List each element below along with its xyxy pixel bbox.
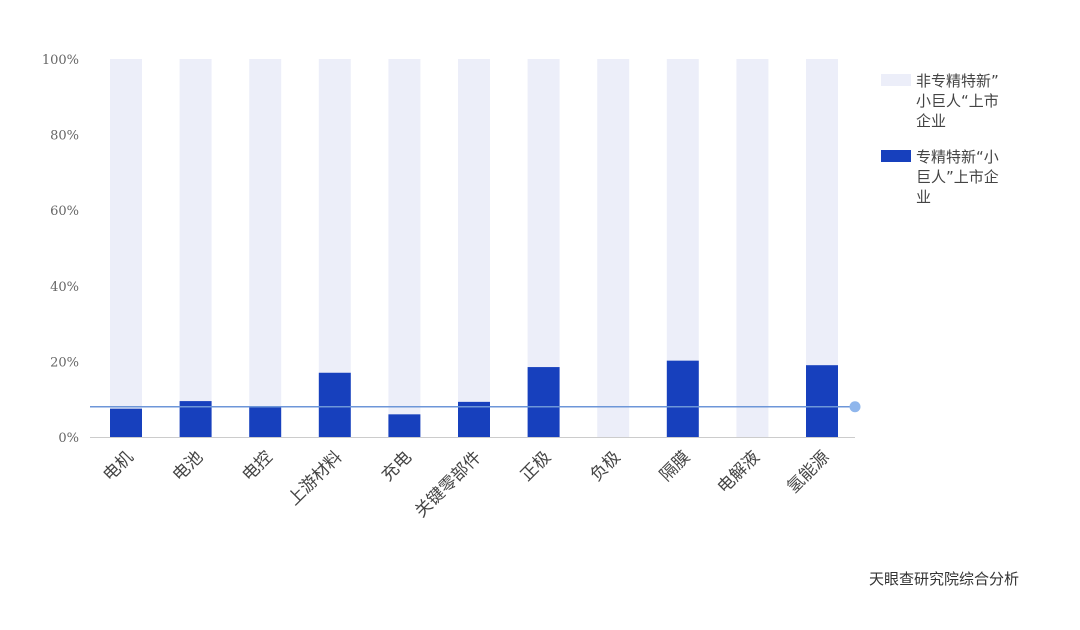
bar-background-3 — [318, 59, 351, 373]
bar-small-giant-6 — [527, 367, 560, 437]
reference-line — [90, 401, 861, 413]
x-category-label: 电解液 — [714, 447, 764, 497]
y-tick-label: 20% — [50, 355, 79, 370]
x-category-label: 电池 — [169, 447, 207, 485]
legend-swatch-1 — [881, 150, 911, 162]
legend-swatch-0 — [881, 74, 911, 86]
bar-small-giant-0 — [110, 408, 142, 437]
bar-background-10 — [806, 59, 838, 366]
bar-background-5 — [458, 59, 490, 402]
source-note: 天眼查研究院综合分析 — [869, 570, 1019, 588]
y-tick-label: 80% — [50, 129, 79, 144]
y-tick-label: 100% — [42, 53, 79, 68]
bar-background-7 — [597, 59, 630, 437]
bar-background-1 — [179, 59, 212, 402]
bar-background-9 — [736, 59, 769, 437]
legend-label-0: 非专精特新”小巨人“上市企业 — [916, 72, 999, 130]
background-bars — [110, 59, 838, 437]
bar-small-giant-3 — [318, 372, 351, 437]
x-category-label: 负极 — [587, 447, 625, 485]
bar-small-giant-4 — [388, 414, 421, 437]
bar-background-4 — [388, 59, 421, 415]
bar-background-6 — [527, 59, 560, 368]
x-category-label: 充电 — [378, 447, 416, 485]
y-tick-label: 0% — [58, 431, 79, 446]
x-category-label: 关键零部件 — [411, 447, 485, 521]
reference-line-marker — [849, 401, 861, 413]
bar-background-8 — [666, 59, 699, 361]
y-tick-label: 40% — [50, 280, 79, 295]
y-tick-label: 60% — [50, 204, 79, 219]
x-category-label: 正极 — [517, 447, 555, 485]
bar-background-0 — [110, 59, 142, 409]
x-category-label: 电机 — [99, 447, 137, 485]
x-category-label: 隔膜 — [656, 447, 694, 485]
legend-label-1: 专精特新“小巨人”上市企业 — [916, 148, 999, 206]
x-category-label: 电控 — [239, 447, 277, 485]
bar-small-giant-8 — [666, 360, 699, 437]
bar-small-giant-5 — [458, 401, 490, 437]
x-category-label: 上游材料 — [284, 447, 346, 509]
bar-small-giant-2 — [249, 406, 282, 437]
bar-background-2 — [249, 59, 282, 407]
y-axis-ticks: 0% 20% 40% 60% 80% 100% — [42, 53, 79, 446]
bar-small-giant-10 — [806, 365, 838, 437]
x-category-label: 氢能源 — [783, 447, 833, 497]
